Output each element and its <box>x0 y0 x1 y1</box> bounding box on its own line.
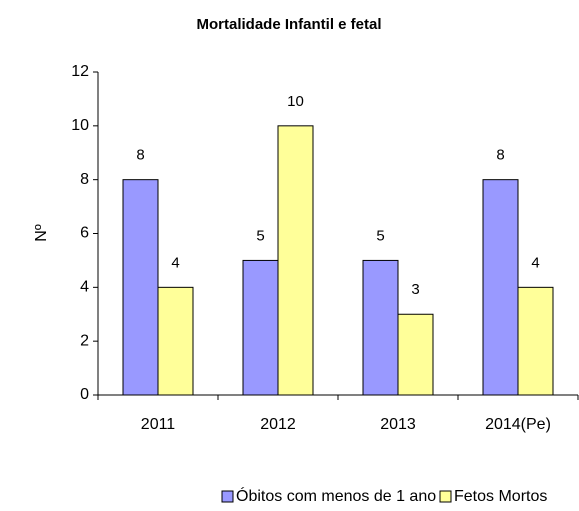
y-tick-label: 4 <box>80 279 89 296</box>
legend-label: Óbitos com menos de 1 ano <box>236 486 436 505</box>
value-label: 10 <box>287 93 304 110</box>
bar <box>482 179 519 396</box>
x-tick-label: 2012 <box>260 416 296 433</box>
value-label: 3 <box>411 281 419 298</box>
bar <box>157 286 194 396</box>
y-tick-label: 6 <box>80 225 89 242</box>
x-tick-label: 2013 <box>380 416 416 433</box>
chart-title: Mortalidade Infantil e fetal <box>196 16 381 33</box>
value-label: 5 <box>376 227 384 244</box>
x-tick-label: 2011 <box>141 416 176 433</box>
legend-swatch <box>439 490 452 503</box>
x-tick-label: 2014(Pe) <box>485 416 551 433</box>
value-label: 8 <box>496 147 504 164</box>
bar <box>122 179 159 396</box>
y-tick-label: 2 <box>80 332 89 349</box>
bar <box>277 125 314 396</box>
bar <box>517 286 554 396</box>
bar <box>362 259 399 396</box>
y-axis-label: Nº <box>33 224 50 242</box>
value-label: 4 <box>171 254 179 271</box>
value-label: 4 <box>531 254 539 271</box>
y-tick-label: 8 <box>80 171 89 188</box>
y-tick-label: 12 <box>71 63 89 80</box>
legend-label: Fetos Mortos <box>454 488 547 505</box>
y-tick-label: 10 <box>71 117 89 134</box>
bar <box>242 259 279 396</box>
legend-swatch <box>221 490 234 503</box>
value-label: 5 <box>256 227 264 244</box>
bar <box>397 313 434 396</box>
value-label: 8 <box>136 147 144 164</box>
y-tick-label: 0 <box>80 386 89 403</box>
